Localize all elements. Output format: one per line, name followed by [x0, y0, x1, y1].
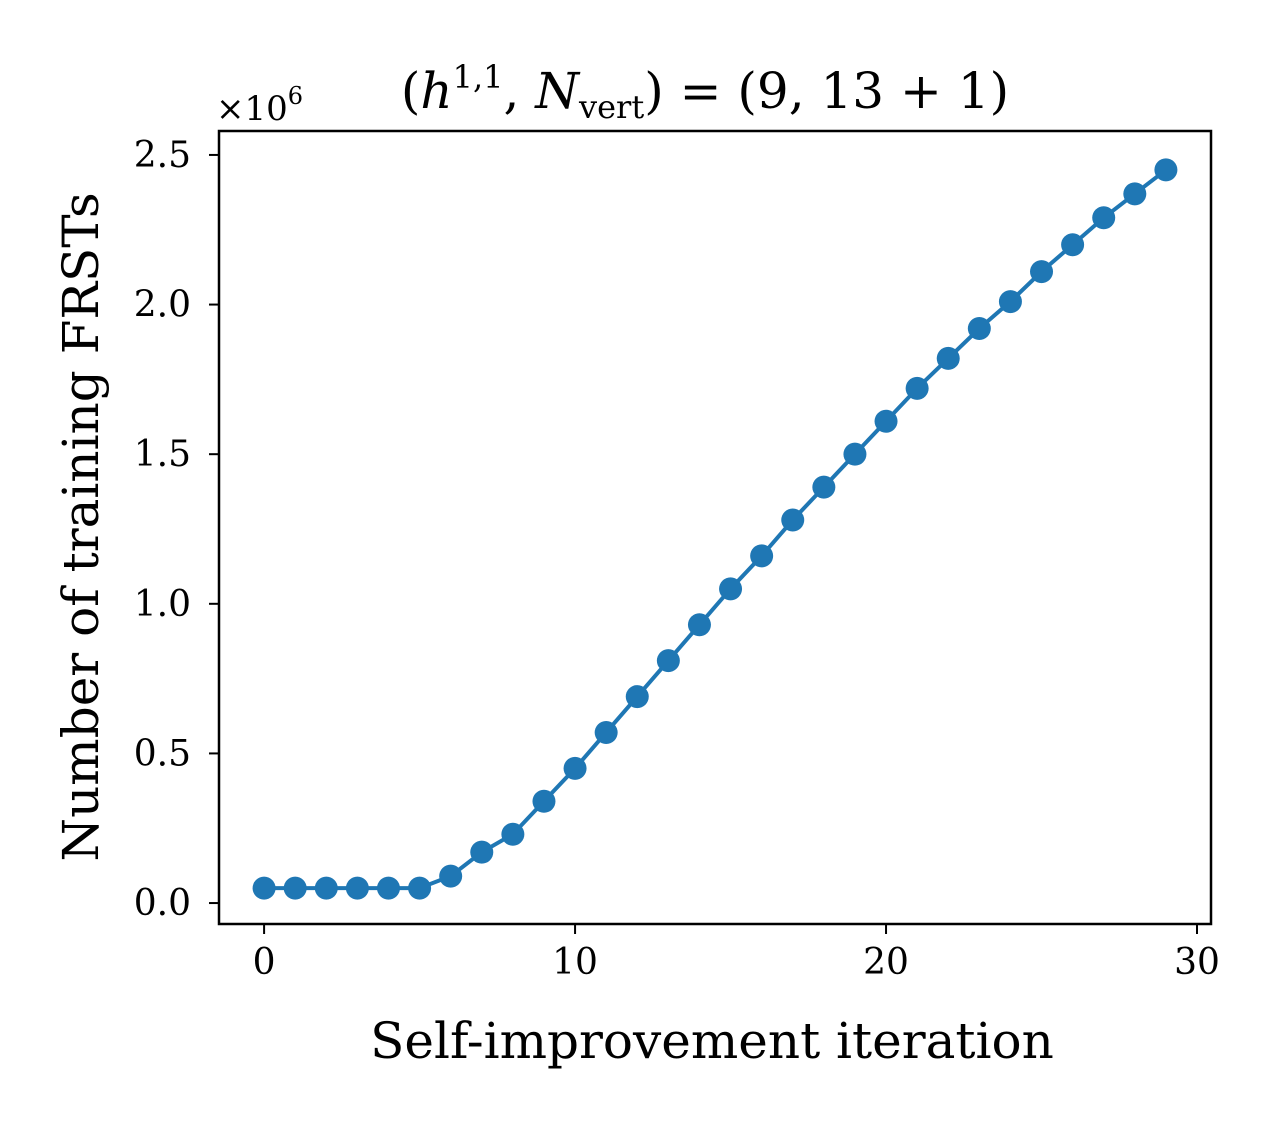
data-point	[376, 876, 400, 900]
data-point	[625, 685, 649, 709]
data-point	[408, 876, 432, 900]
ticks: 0 10 20 30 0.0 0.5 1.0 1.5 2.0 2.5	[134, 135, 1220, 983]
x-tick-label: 0	[253, 942, 276, 983]
data-point	[439, 864, 463, 888]
y-tick-label: 2.5	[134, 135, 191, 176]
data-point	[656, 649, 680, 673]
title-N-sub: vert	[578, 88, 644, 126]
series-line	[264, 168, 1168, 891]
x-tick-label: 20	[863, 942, 909, 983]
y-offset-base: ×10	[216, 89, 288, 129]
y-tick-label: 0.5	[134, 733, 191, 774]
data-point	[874, 409, 898, 433]
data-point	[812, 475, 836, 499]
data-point	[1123, 182, 1147, 206]
data-point	[563, 756, 587, 780]
data-point	[283, 876, 307, 900]
y-tick-label: 1.5	[134, 434, 191, 475]
plot-frame	[217, 129, 1213, 926]
y-tick-label: 1.0	[134, 584, 191, 625]
data-point	[905, 376, 929, 400]
x-tick-label: 10	[552, 942, 598, 983]
data-point	[532, 789, 556, 813]
y-offset-label: ×106	[216, 82, 303, 129]
y-offset-exp: 6	[288, 82, 303, 110]
title-N: N	[534, 62, 581, 120]
title-rest: ) = (9, 13 + 1)	[644, 62, 1009, 120]
data-point	[1092, 206, 1116, 230]
data-point	[1061, 233, 1085, 257]
data-point	[252, 876, 276, 900]
y-axis-label: Number of training FRSTs	[52, 192, 110, 861]
x-tick-label: 30	[1174, 942, 1220, 983]
data-point	[687, 613, 711, 637]
data-point	[1154, 158, 1178, 182]
data-point	[843, 442, 867, 466]
data-point	[998, 290, 1022, 314]
title-h-sup: 1,1	[453, 58, 504, 96]
data-point	[470, 840, 494, 864]
y-tick-label: 0.0	[134, 883, 191, 924]
y-tick-label: 2.0	[134, 285, 191, 326]
data-point	[936, 346, 960, 370]
x-axis-label: Self-improvement iteration	[370, 1012, 1054, 1070]
data-point	[594, 720, 618, 744]
title-h: h	[420, 62, 452, 120]
data-point	[719, 577, 743, 601]
data-point	[314, 876, 338, 900]
data-point	[345, 876, 369, 900]
data-point	[781, 508, 805, 532]
title-open: (	[401, 62, 421, 120]
title-comma: ,	[503, 62, 535, 120]
data-point	[501, 822, 525, 846]
data-point	[967, 317, 991, 341]
chart-title: (h1,1, Nvert) = (9, 13 + 1)	[401, 58, 1009, 126]
series-group	[252, 158, 1178, 900]
data-point	[750, 544, 774, 568]
data-point	[1030, 260, 1054, 284]
